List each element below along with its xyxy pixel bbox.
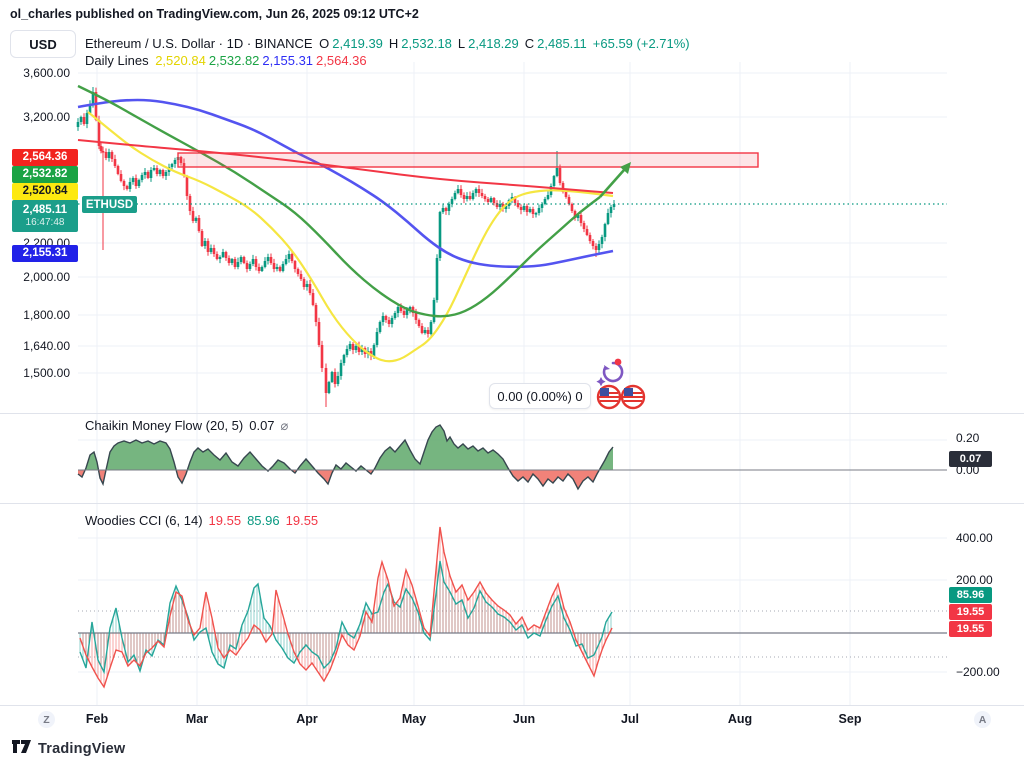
sync-icon[interactable] <box>596 358 624 387</box>
ohlc-value: H 2,532.18 <box>388 36 452 51</box>
month-label[interactable]: Sep <box>838 712 862 726</box>
month-label[interactable]: May <box>401 712 427 726</box>
trend-arrow-head <box>620 162 631 174</box>
cci-value-badge: 85.96 <box>949 587 992 603</box>
daily-line-value: 2,155.31 <box>262 53 314 68</box>
cci-hatch <box>82 527 606 687</box>
symbol-price-badge: ETHUSD <box>82 196 137 213</box>
panel-separator[interactable] <box>0 503 1024 504</box>
tradingview-logo-icon <box>12 740 31 753</box>
cmf-indicator-title: Chaikin Money Flow (20, 5) 0.07 ⌀ <box>85 418 289 433</box>
resistance-zone <box>177 152 759 168</box>
change-pill: 0.00 (0.00%) 0 <box>489 383 591 409</box>
flag-icon <box>620 384 646 410</box>
daily-lines-row: Daily Lines 2,520.84 2,532.82 2,155.31 2,56… <box>85 53 370 68</box>
cmf-area-positive <box>78 425 613 470</box>
price-badge: 2,485.11 16:47:48 <box>12 200 78 232</box>
price-badge: 2,155.31 <box>12 245 78 262</box>
cci-indicator-title: Woodies CCI (6, 14) 19.55 85.96 19.55 <box>85 513 319 528</box>
panel-separator[interactable] <box>0 413 1024 414</box>
footer-logo: TradingView <box>12 740 125 757</box>
cmf-value-badge: 0.07 <box>949 451 992 467</box>
price-badge: 2,564.36 <box>12 149 78 166</box>
price-tick-label: 2,000.00 <box>23 270 70 284</box>
daily-line-value: 2,520.84 <box>155 53 206 68</box>
price-tick-label: 3,600.00 <box>23 66 70 80</box>
price-tick-label: 3,200.00 <box>23 110 70 124</box>
cmf-area-negative <box>78 470 613 489</box>
cci-slow-line <box>79 526 613 689</box>
ma-long-red <box>77 139 614 194</box>
attribution-text: ol_charles published on TradingView.com,… <box>10 7 419 21</box>
daily-lines-label[interactable]: Daily Lines <box>85 53 153 68</box>
ohlc-value: L 2,418.29 <box>457 36 519 51</box>
timezone-button[interactable]: Z <box>38 711 55 728</box>
price-badge: 2,532.82 <box>12 166 78 183</box>
price-tick-label: 1,800.00 <box>23 308 70 322</box>
cci-fast-line <box>79 560 613 675</box>
ma-slow-blue <box>77 98 614 269</box>
cci-value-badge: 19.55 <box>949 604 992 620</box>
adjust-button[interactable]: A <box>974 711 991 728</box>
month-label[interactable]: Apr <box>296 712 318 726</box>
indicator-axis-label: 400.00 <box>956 531 993 545</box>
footer-brand-text: TradingView <box>38 740 126 757</box>
price-tick-label: 1,500.00 <box>23 366 70 380</box>
month-label[interactable]: Jun <box>512 712 536 726</box>
month-label[interactable]: Mar <box>185 712 209 726</box>
trend-arrow <box>599 169 625 198</box>
month-label[interactable]: Aug <box>727 712 753 726</box>
axis-separator <box>0 705 1024 706</box>
indicator-axis-label: 0.20 <box>956 431 980 445</box>
ma-mid-green <box>77 84 601 318</box>
daily-line-value: 2,532.82 <box>208 53 260 68</box>
price-tick-label: 1,640.00 <box>23 339 70 353</box>
indicator-axis-label: 200.00 <box>956 573 993 587</box>
cci-value-badge: 19.55 <box>949 621 992 637</box>
month-label[interactable]: Feb <box>85 712 109 726</box>
overlay-icons[interactable] <box>596 357 648 411</box>
indicator-axis-label: −200.00 <box>956 665 1000 679</box>
daily-line-value: 2,564.36 <box>316 53 367 68</box>
change-value: +65.59 (+2.71%) <box>592 36 690 51</box>
price-badge: 2,520.84 <box>12 183 78 200</box>
month-label[interactable]: Jul <box>620 712 640 726</box>
symbol-title[interactable]: Ethereum / U.S. Dollar · 1D · BINANCE <box>85 36 317 51</box>
candlestick-series <box>76 87 616 407</box>
ohlc-value: O 2,419.39 <box>319 36 383 51</box>
cmf-line <box>77 424 614 491</box>
ohlc-value: C 2,485.11 <box>524 36 587 51</box>
currency-button[interactable]: USD <box>10 30 76 58</box>
cci-hatch <box>79 561 612 672</box>
flag-icon <box>596 384 622 410</box>
ma-fast-yellow <box>87 111 614 363</box>
